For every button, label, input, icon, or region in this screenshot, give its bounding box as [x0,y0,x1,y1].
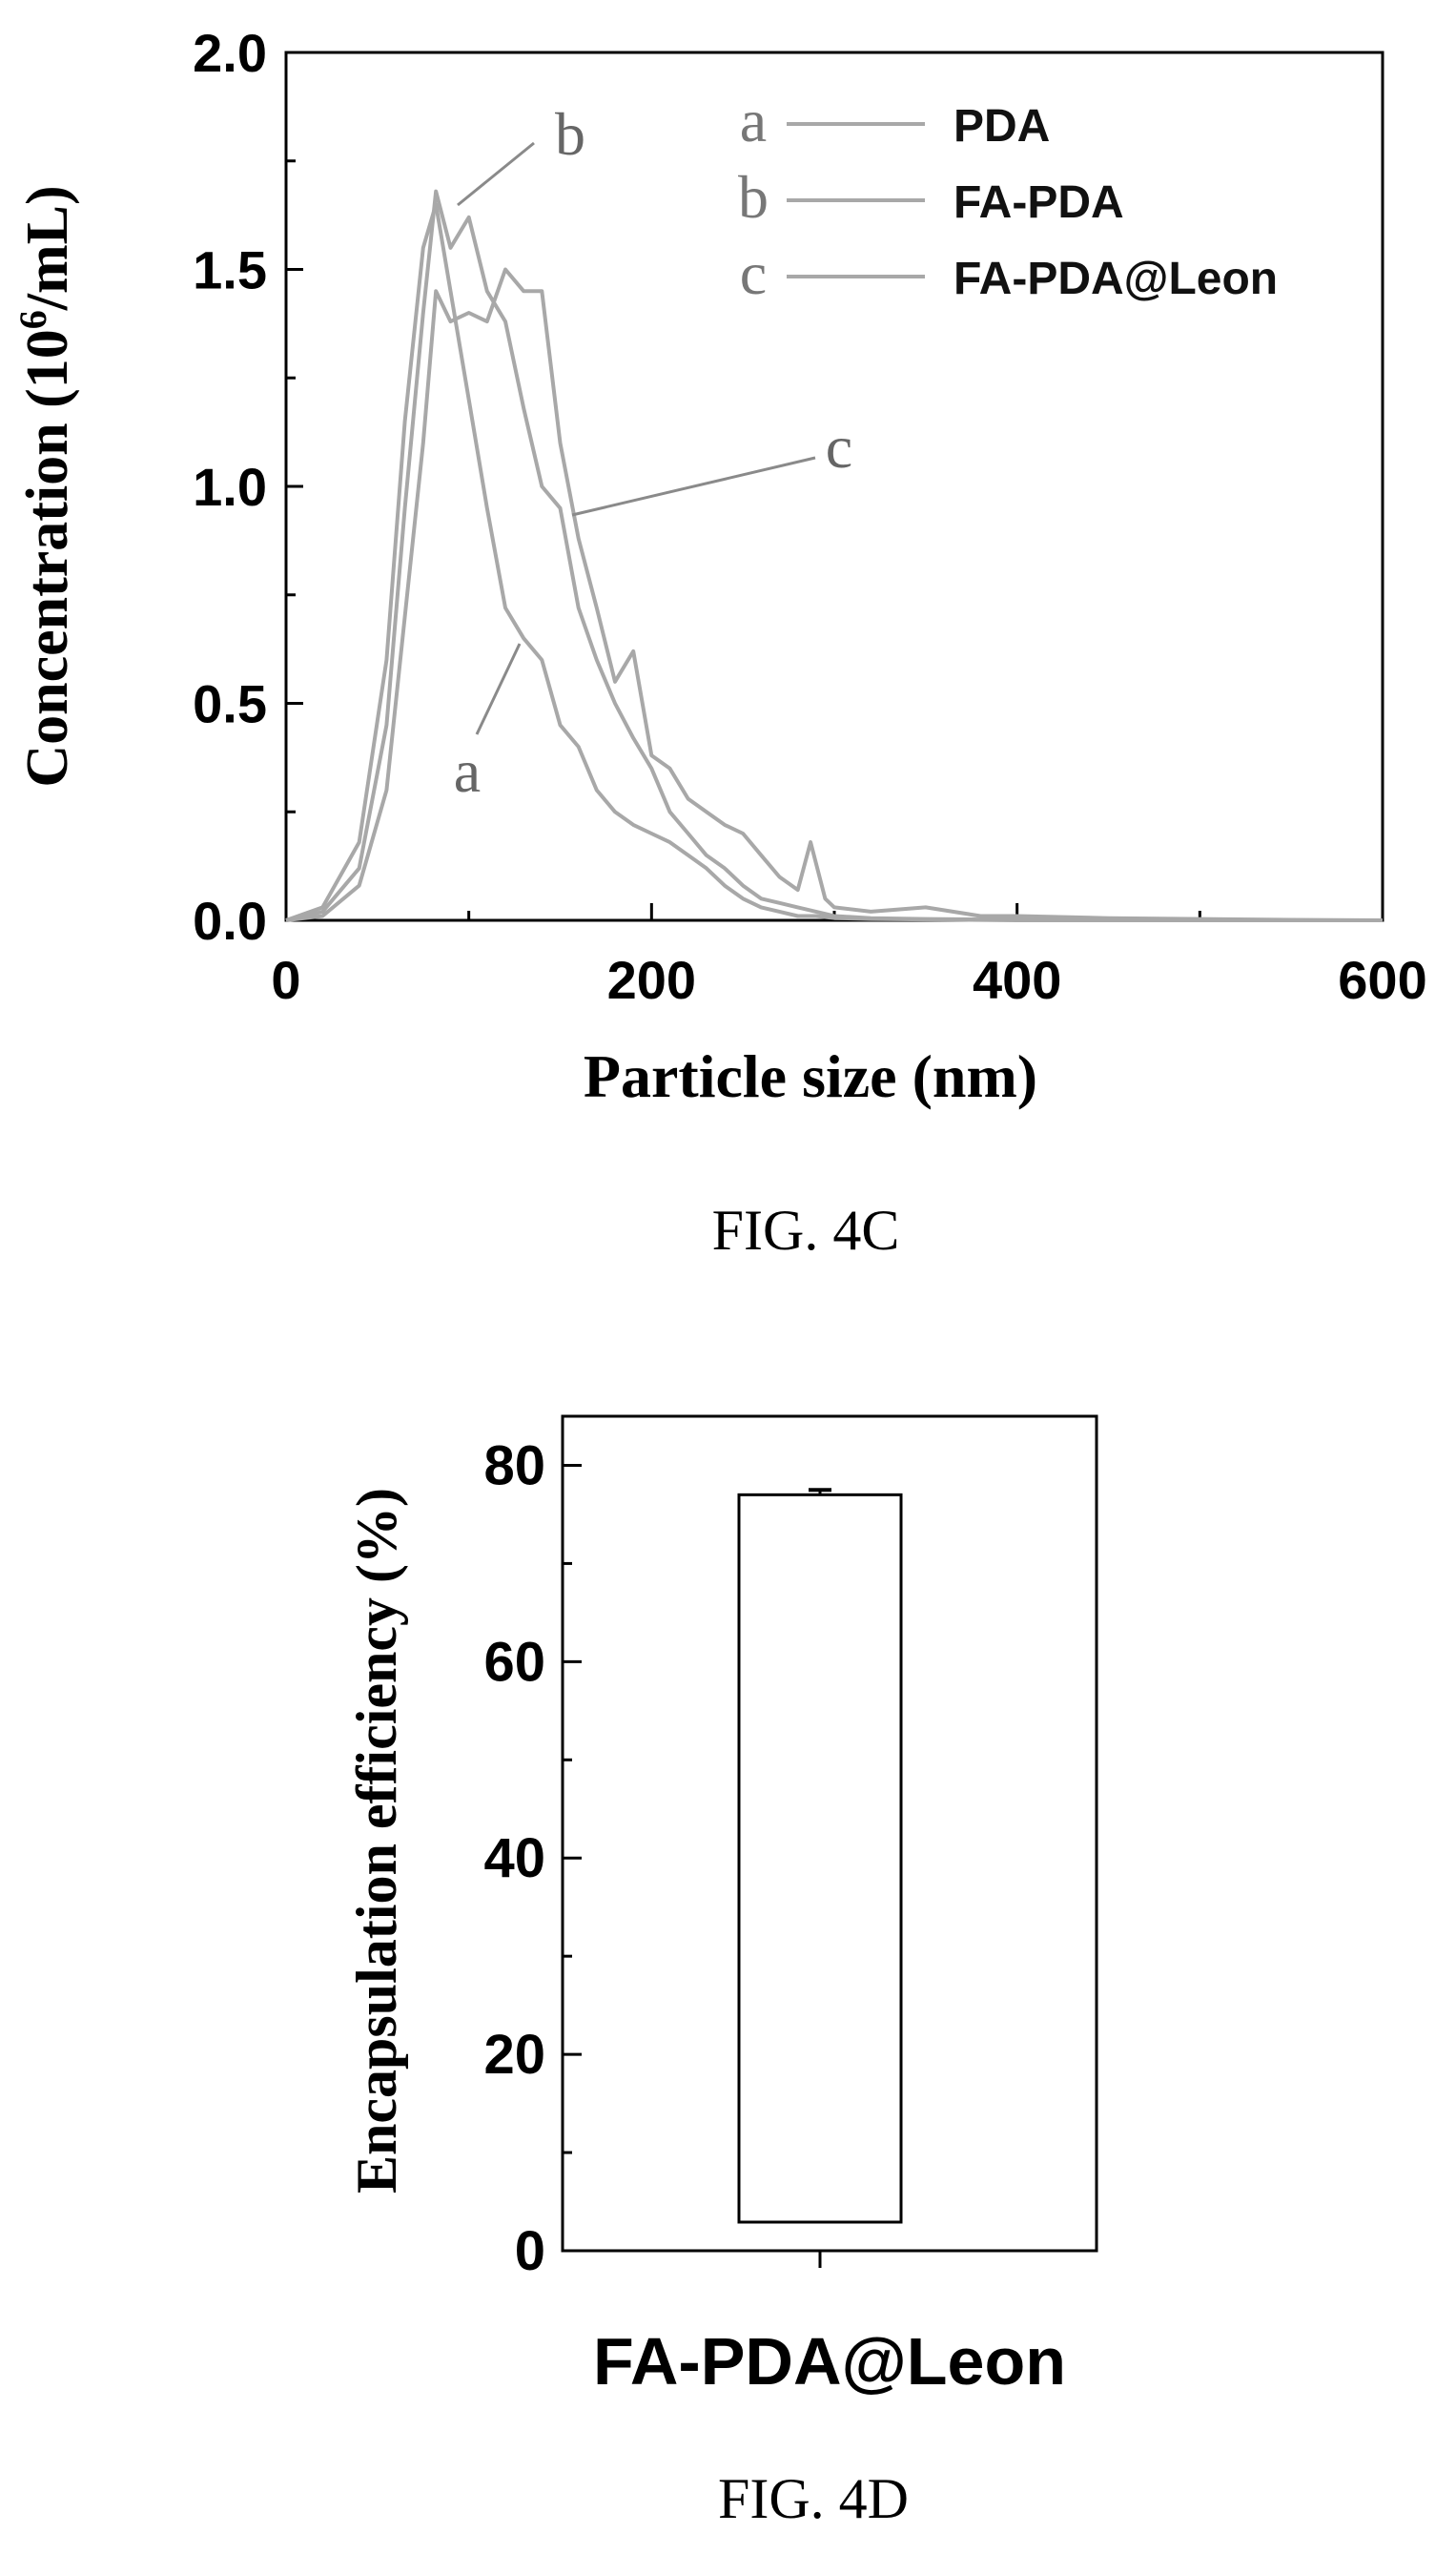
series-line-a [285,202,1383,922]
legend-letter: b [738,163,769,231]
annotation-label: c [826,413,852,481]
annotation-leader [457,141,535,207]
tick-labels: 0 20 40 60 80 [483,1434,545,2282]
x-axis-title: Particle size (nm) [584,1042,1037,1110]
x-tick-label: 0 [271,950,300,1010]
series-line-c [285,267,1384,922]
y-axis-title: Encapsulation efficiency (%) [345,1488,408,2194]
y-tick-label: 80 [483,1434,545,1496]
bar [737,1493,903,2224]
tick-marks [563,1463,822,2268]
legend-label: PDA [954,101,1050,152]
x-tick-label: 400 [973,950,1061,1010]
y-tick-label: 0.5 [193,674,267,734]
y-tick-label: 1.0 [193,457,267,517]
annotation-leader [571,456,816,517]
x-tick-label: 600 [1338,950,1426,1010]
chart-particle-size: 0 200 400 600 0.0 0.5 1.0 1.5 2.0 a PDA b FA-PDA c FA… [11,23,1427,1262]
tick-marks [284,51,1384,922]
annotation-label: a [454,737,481,805]
plot-frame [284,51,1384,922]
x-tick-label: FA-PDA@Leon [593,2324,1066,2399]
y-tick-label: 60 [483,1631,545,1693]
chart-encapsulation: 0 20 40 60 80 FA-PDA@Leon Encapsulation effi… [345,1414,1098,2530]
curve-annotations: abc [454,100,852,805]
legend-label: FA-PDA@Leon [954,254,1278,304]
y-axis-title: Concentration (106/mL) [11,185,80,787]
figure-caption-4c: FIG. 4C [712,1199,900,1262]
y-tick-label: 0 [515,2220,545,2282]
figure-caption-4d: FIG. 4D [718,2467,909,2530]
y-tick-label: 40 [483,1827,545,1889]
data-curves [285,189,1384,922]
y-tick-label: 0.0 [193,891,267,951]
bars [737,1488,903,2224]
y-tick-label: 2.0 [193,23,267,83]
plot-frame [561,1414,1098,2253]
legend-letter: a [740,87,767,154]
annotation-label: b [555,100,585,168]
legend-letter: c [740,239,767,307]
y-tick-label: 1.5 [193,240,267,300]
y-tick-label: 20 [483,2024,545,2086]
legend: a PDA b FA-PDA c FA-PDA@Leon [738,87,1278,307]
legend-label: FA-PDA [954,177,1124,228]
x-tick-label: 200 [607,950,696,1010]
annotation-leader [475,643,522,735]
series-line-b [285,189,1383,922]
tick-labels: 0 200 400 600 0.0 0.5 1.0 1.5 2.0 [193,23,1427,1010]
